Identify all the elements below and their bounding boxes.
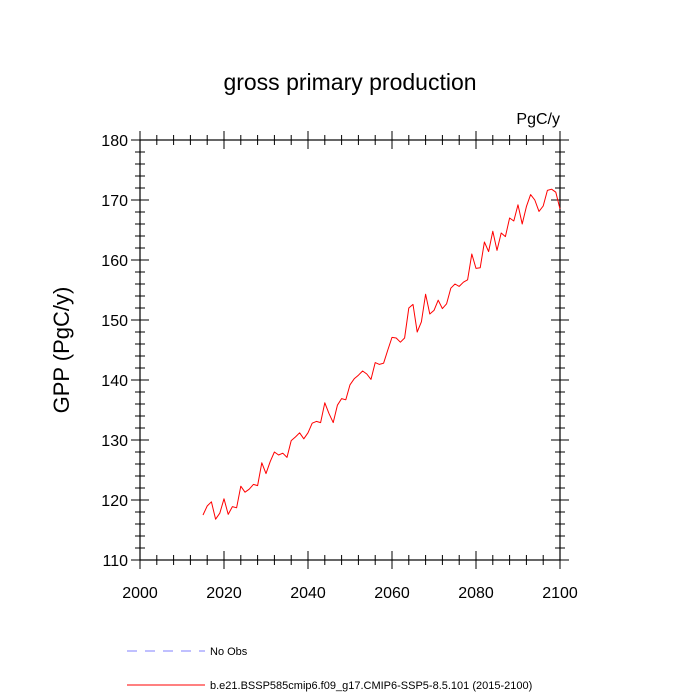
y-tick-labels: 110 120 130 140 150 160 170 180 [101,133,128,570]
y-tick-label: 160 [101,253,128,270]
legend-label-ssp585: b.e21.BSSP585cmip6.f09_g17.CMIP6-SSP5-8.… [210,680,532,692]
x-tick-label: 2040 [290,585,326,602]
y-tick-label: 150 [101,313,128,330]
y-tick-label: 170 [101,193,128,210]
x-tick-label: 2000 [122,585,158,602]
x-tick-label: 2100 [542,585,578,602]
axis-ticks [131,131,569,569]
y-tick-label: 140 [101,373,128,390]
legend-label-no-obs: No Obs [210,646,248,658]
y-axis-label: GPP (PgC/y) [49,287,74,414]
units-label: PgC/y [516,111,560,128]
series-line-1 [202,188,561,520]
series-layer [202,188,561,520]
plot-frame [139,139,561,561]
x-tick-labels: 2000 2020 2040 2060 2080 2100 [122,585,578,602]
y-tick-label: 110 [102,553,128,570]
y-tick-label: 180 [101,133,128,150]
legend: No Obs b.e21.BSSP585cmip6.f09_g17.CMIP6-… [127,646,532,692]
chart-title: gross primary production [223,69,476,95]
x-tick-label: 2060 [374,585,410,602]
y-tick-label: 130 [101,433,128,450]
x-tick-label: 2080 [458,585,494,602]
x-tick-label: 2020 [206,585,242,602]
y-tick-label: 120 [101,493,128,510]
